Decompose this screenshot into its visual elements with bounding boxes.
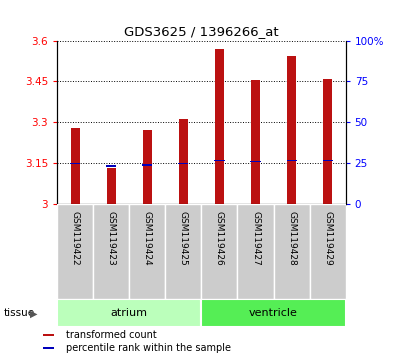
Title: GDS3625 / 1396266_at: GDS3625 / 1396266_at [124,25,279,38]
Bar [70,162,80,164]
Bar [43,347,55,349]
Bar [286,160,297,161]
Bar [179,119,188,204]
Bar [250,161,261,162]
Bar [57,204,93,299]
Bar [143,130,152,204]
Text: GSM119424: GSM119424 [143,211,152,266]
Bar [130,204,166,299]
Text: GSM119422: GSM119422 [71,211,80,266]
Text: GSM119427: GSM119427 [251,211,260,266]
Text: ▶: ▶ [30,308,37,318]
Text: atrium: atrium [111,308,148,318]
Bar [323,160,333,161]
Text: GSM119423: GSM119423 [107,211,116,266]
Bar [237,204,274,299]
Text: percentile rank within the sample: percentile rank within the sample [66,343,231,353]
Text: transformed count: transformed count [66,330,156,340]
Bar [251,80,260,204]
Bar [274,204,310,299]
Text: GSM119426: GSM119426 [215,211,224,266]
Bar [166,204,201,299]
Bar [310,204,346,299]
Bar [179,162,188,164]
Bar [201,204,237,299]
Text: GSM119429: GSM119429 [323,211,332,266]
Bar [107,168,116,204]
Text: GSM119425: GSM119425 [179,211,188,266]
Bar [201,299,346,327]
Bar [323,79,332,204]
Text: tissue: tissue [4,308,35,318]
Bar [287,56,296,204]
Bar [57,299,201,327]
Text: ventricle: ventricle [249,308,298,318]
Bar [215,49,224,204]
Bar [106,165,117,167]
Bar [71,127,80,204]
Bar [93,204,130,299]
Bar [214,160,224,161]
Bar [43,334,55,336]
Bar [142,164,152,166]
Text: GSM119428: GSM119428 [287,211,296,266]
